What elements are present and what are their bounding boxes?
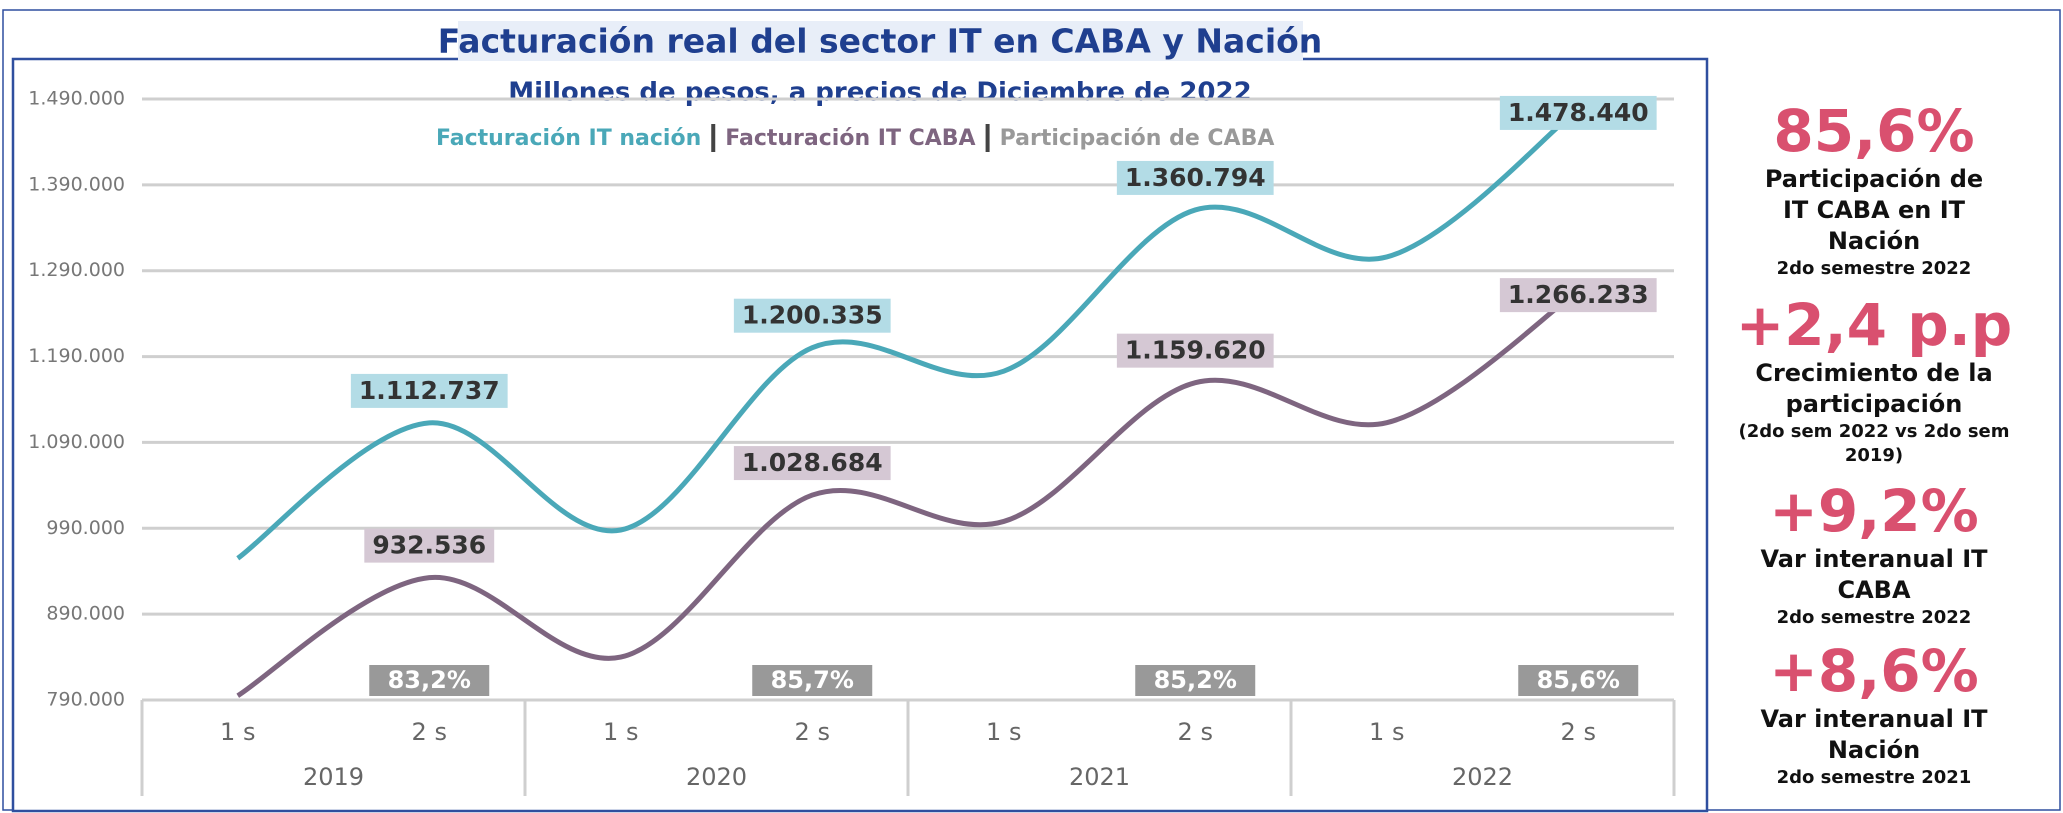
chart-title: Facturación real del sector IT en CABA y… — [438, 22, 1323, 61]
y-tick-label: 1.490.000 — [28, 88, 125, 110]
value-label: 1.478.440 — [1499, 95, 1657, 130]
participation-box — [1135, 665, 1256, 696]
value-label: 932.536 — [364, 528, 495, 563]
legend-entry: Facturación IT nación — [436, 126, 701, 151]
x-tick-label: 1 s — [220, 718, 255, 746]
value-label-box — [733, 446, 891, 481]
kpi-value: +2,4 p.p — [1735, 291, 2013, 359]
participation-label: 85,7% — [771, 666, 854, 694]
y-tick-label: 790.000 — [46, 689, 125, 711]
value-label-text: 1.112.737 — [359, 376, 500, 405]
value-label-text: 1.360.794 — [1125, 163, 1266, 192]
kpi-note: 2do semestre 2022 — [1776, 258, 1972, 279]
legend-entry: Facturación IT CABA — [725, 126, 975, 151]
value-label-text: 1.200.335 — [742, 301, 883, 330]
value-label: 1.200.335 — [733, 298, 891, 333]
kpi: 85,6% Participación de IT CABA en IT Naci… — [1712, 98, 2036, 281]
participation-label: 85,6% — [1537, 666, 1620, 694]
kpi-note: (2do sem 2022 vs 2do sem 2019) — [1738, 421, 2010, 466]
value-label-text: 1.478.440 — [1508, 98, 1649, 127]
kpi: +8,6% Var interanual IT Nación 2do semestr… — [1712, 638, 2036, 790]
x-tick-label: 2 s — [412, 718, 447, 746]
kpi-value: +8,6% — [1769, 637, 1979, 705]
participation-label: 85,2% — [1154, 666, 1237, 694]
value-label-box — [1499, 278, 1657, 313]
value-label-box — [1116, 160, 1274, 195]
kpi-label: Var interanual IT CABA — [1760, 545, 1988, 604]
y-tick-label: 1.290.000 — [28, 259, 125, 281]
y-tick-label: 1.390.000 — [28, 173, 125, 195]
group-label: 2022 — [1452, 763, 1513, 791]
participation-label: 83,2% — [388, 666, 471, 694]
kpi-label: Var interanual IT Nación — [1760, 705, 1988, 764]
x-tick-label: 2 s — [795, 718, 830, 746]
value-label: 1.112.737 — [350, 373, 508, 408]
kpi: +2,4 p.p Crecimiento de la participación(… — [1712, 292, 2036, 468]
legend-separator — [985, 124, 990, 152]
kpi-label: Participación de IT CABA en IT Nación — [1764, 165, 1984, 255]
kpi-value: +9,2% — [1769, 477, 1979, 545]
group-label: 2020 — [686, 763, 747, 791]
title-box — [458, 21, 1303, 61]
value-label-text: 1.266.233 — [1508, 280, 1649, 309]
x-tick-label: 1 s — [986, 718, 1021, 746]
series-line — [236, 106, 1580, 561]
x-tick-label: 1 s — [603, 718, 638, 746]
value-label-text: 1.028.684 — [742, 448, 883, 477]
y-tick-label: 1.090.000 — [28, 431, 125, 453]
value-label: 1.266.233 — [1499, 278, 1657, 313]
series-line — [236, 289, 1580, 698]
x-tick-label: 2 s — [1178, 718, 1213, 746]
y-tick-label: 890.000 — [46, 603, 125, 625]
participation-box — [1518, 665, 1639, 696]
chart-frame — [11, 57, 1709, 813]
value-label-text: 932.536 — [372, 531, 486, 560]
group-label: 2021 — [1069, 763, 1130, 791]
value-label-text: 1.159.620 — [1125, 336, 1266, 365]
participation-box — [369, 665, 490, 696]
participation-box — [752, 665, 873, 696]
value-label-box — [1499, 95, 1657, 130]
legend-separator — [711, 124, 716, 152]
value-label-box — [1116, 333, 1274, 368]
value-label-box — [364, 528, 495, 563]
value-label: 1.028.684 — [733, 446, 891, 481]
kpi-note: 2do semestre 2022 — [1776, 607, 1972, 628]
legend: Facturación IT nación Facturación IT CABA… — [436, 124, 1274, 152]
value-label-box — [733, 298, 891, 333]
kpi-label: Crecimiento de la participación — [1755, 359, 1993, 418]
legend-entry: Participación de CABA — [1000, 126, 1275, 151]
chart-subtitle: Millones de pesos, a precios de Diciembr… — [508, 78, 1251, 108]
value-label-box — [350, 373, 508, 408]
kpi-value: 85,6% — [1773, 97, 1975, 165]
value-label: 1.159.620 — [1116, 333, 1274, 368]
kpi: +9,2% Var interanual IT CABA 2do semestre … — [1712, 478, 2036, 630]
group-label: 2019 — [303, 763, 364, 791]
x-tick-label: 1 s — [1369, 718, 1404, 746]
x-tick-label: 2 s — [1561, 718, 1596, 746]
value-label: 1.360.794 — [1116, 160, 1274, 195]
y-tick-label: 990.000 — [46, 517, 125, 539]
y-tick-label: 1.190.000 — [28, 345, 125, 367]
kpi-note: 2do semestre 2021 — [1776, 767, 1972, 788]
